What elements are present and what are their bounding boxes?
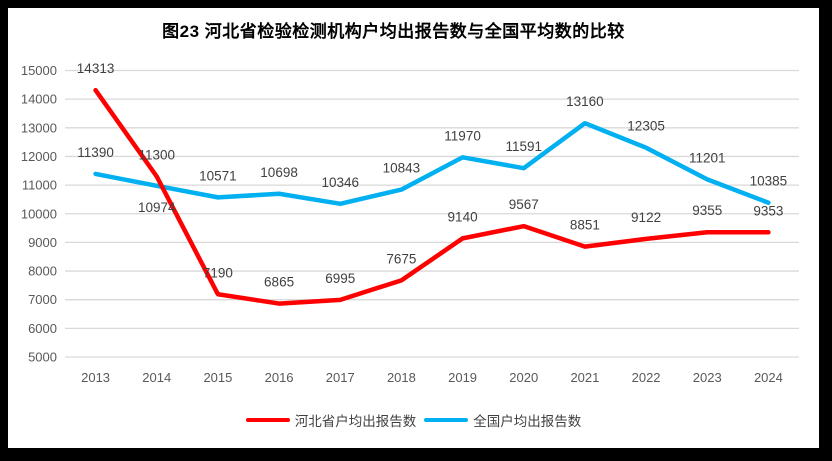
x-axis-tick-label: 2017 [326,370,355,385]
data-label: 14313 [77,61,115,76]
gridlines [65,69,799,358]
legend-item-national: 全国户均出报告数 [424,410,581,430]
y-axis-tick-label: 14000 [21,92,57,107]
data-label: 10346 [321,175,359,190]
data-label: 11591 [505,139,542,154]
data-label: 6995 [325,271,355,286]
y-axis-tick-label: 9000 [28,235,57,250]
data-label: 9140 [448,209,478,224]
chart-panel: 图23 河北省检验检测机构户均出报告数与全国平均数的比较 15000 14000 1… [8,8,819,448]
data-label: 10571 [199,168,237,183]
data-label: 11390 [77,145,114,160]
x-axis-tick-label: 2016 [265,370,294,385]
legend-line-swatch-blue [424,417,469,423]
y-axis-tick-label: 8000 [28,264,57,279]
legend-line-swatch-red [245,417,290,423]
x-axis-tick-label: 2013 [81,370,110,385]
y-axis-tick-label: 7000 [28,292,57,307]
x-axis-tick-label: 2021 [570,370,599,385]
chart-legend: 河北省户均出报告数 全国户均出报告数 [8,410,819,430]
y-axis-tick-label: 11000 [22,178,57,193]
x-axis-tick-label: 2015 [203,370,232,385]
x-axis-tick-label: 2023 [693,370,722,385]
y-axis-tick-label: 10000 [21,206,57,221]
legend-label-national: 全国户均出报告数 [473,414,582,429]
data-label: 11201 [689,150,726,165]
data-label: 7675 [386,251,416,266]
y-axis-tick-label: 15000 [21,63,57,78]
x-axis-tick-label: 2014 [142,370,171,385]
data-label: 12305 [627,119,665,134]
x-axis-tick-label: 2018 [387,370,416,385]
legend-item-hebei: 河北省户均出报告数 [245,410,417,430]
x-axis-tick-label: 2020 [509,370,538,385]
data-label: 10385 [750,174,788,189]
y-axis-tick-label: 5000 [28,350,57,365]
y-axis-tick-label: 6000 [28,321,57,336]
series-line-1 [93,120,771,207]
y-axis-tick-label: 13000 [21,120,57,135]
data-label: 10843 [383,161,421,176]
data-label: 6865 [264,275,294,290]
y-axis-tick-labels: 15000 14000 13000 12000 11000 10000 9000 8000 70… [21,63,57,365]
x-axis-tick-label: 2019 [448,370,477,385]
x-axis-tick-labels: 2013 2014 2015 2016 2017 2018 2019 2020 2021 2022… [81,370,783,385]
x-axis-tick-label: 2022 [632,370,661,385]
data-label: 7190 [203,265,233,280]
data-label: 11970 [444,128,481,143]
data-labels-series-1: 11390 10974 10571 10698 10346 10843 11970 11591… [77,94,787,215]
line-chart: 15000 14000 13000 12000 11000 10000 9000 8000 70… [21,61,799,385]
data-label: 13160 [566,94,604,109]
y-axis-tick-label: 12000 [21,149,57,164]
x-axis-tick-label: 2024 [754,370,783,385]
data-labels-series-0: 14313 11300 7190 6865 6995 7675 9140 9567 8851 91… [77,61,784,289]
data-label: 9567 [509,197,539,212]
data-label: 9122 [631,210,661,225]
data-label: 9355 [692,203,722,218]
chart-title: 图23 河北省检验检测机构户均出报告数与全国平均数的比较 [162,22,625,41]
data-label: 10974 [138,200,176,215]
data-label: 11300 [138,148,175,163]
series-line-0 [93,87,771,306]
data-label: 8851 [570,218,600,233]
legend-label-hebei: 河北省户均出报告数 [294,414,417,429]
data-label: 10698 [260,165,298,180]
data-label: 9353 [753,203,783,218]
